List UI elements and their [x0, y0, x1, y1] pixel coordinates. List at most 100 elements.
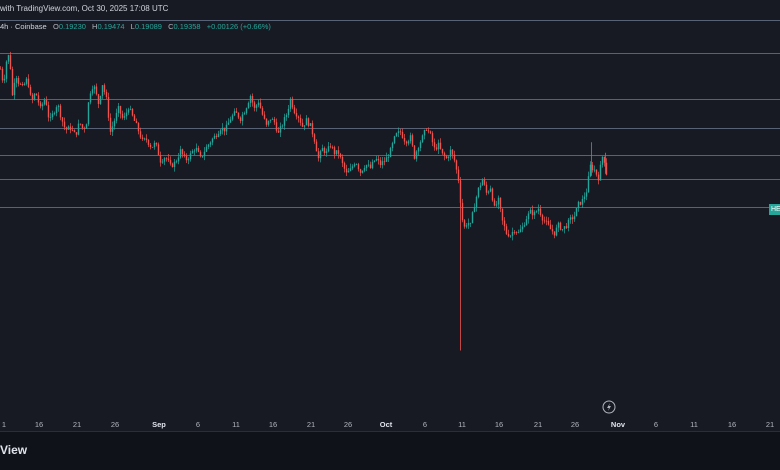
candle-body-80: [159, 155, 162, 163]
candle-body-20: [39, 102, 42, 107]
candle-body-69: [137, 123, 140, 132]
candle-body-112: [223, 127, 226, 132]
candle-body-255: [509, 235, 512, 237]
candle-body-233: [465, 225, 468, 227]
candle-body-123: [245, 108, 248, 114]
candle-body-282: [563, 226, 566, 230]
candle-body-124: [247, 103, 250, 109]
candle-body-292: [583, 196, 586, 200]
candle-body-287: [573, 216, 576, 220]
candle-body-65: [129, 108, 132, 110]
price-chart[interactable]: 1 16 21 26 Sep 6 11 16 21 26 Oct 6 11 16 21 26 Nov 6 11 16 2…: [0, 0, 780, 432]
candle-body-171: [341, 157, 344, 164]
candle-body-277: [553, 231, 556, 236]
x-tick-label-5: Sep: [152, 420, 166, 429]
candle-body-58: [115, 112, 118, 121]
candle-body-115: [229, 119, 232, 123]
candle-body-178: [355, 164, 358, 166]
candle-body-182: [363, 168, 366, 171]
extreme-wicks: [460, 142, 606, 351]
candle-body-42: [83, 128, 86, 129]
candle-body-283: [565, 226, 568, 228]
candle-body-7: [13, 82, 16, 96]
candle-body-125: [249, 96, 252, 104]
candle-body-220: [439, 142, 442, 149]
candle-body-300: [599, 164, 602, 181]
candle-body-70: [139, 131, 142, 138]
candle-body-227: [453, 154, 456, 161]
change-value: +0.00126 (+0.66%): [206, 22, 271, 31]
candle-body-2: [3, 78, 6, 81]
candle-body-194: [387, 157, 390, 158]
candle-body-27: [53, 113, 56, 114]
candle-body-294: [587, 176, 590, 193]
x-tick-label-18: 6: [654, 420, 658, 429]
candle-body-213: [425, 130, 428, 131]
candle-body-88: [175, 161, 178, 163]
candle-body-160: [319, 151, 322, 159]
candle-body-205: [409, 135, 412, 142]
candle-body-71: [141, 137, 144, 140]
candle-body-54: [107, 96, 110, 118]
x-tick-label-15: 21: [534, 420, 542, 429]
candle-body-297: [593, 169, 596, 171]
candle-body-286: [571, 217, 574, 220]
candle-body-258: [515, 232, 518, 233]
chart-published-note: with TradingView.com, Oct 30, 2025 17:08…: [0, 4, 168, 13]
candle-body-30: [59, 105, 62, 118]
candle-body-44: [87, 102, 90, 125]
candle-body-214: [427, 130, 430, 132]
close-label: C: [168, 22, 174, 31]
candle-body-111: [221, 127, 224, 131]
candle-body-19: [37, 95, 40, 103]
candle-body-86: [171, 163, 174, 168]
candle-body-207: [413, 145, 416, 159]
price-tag-label: HE: [771, 206, 780, 213]
lightning-icon[interactable]: [602, 400, 616, 414]
candle-body-76: [151, 146, 154, 148]
candle-body-245: [489, 188, 492, 192]
candle-body-61: [121, 113, 124, 118]
candle-body-122: [243, 113, 246, 115]
candle-body-140: [279, 126, 282, 133]
x-tick-label-13: 11: [458, 420, 466, 429]
candle-body-155: [309, 123, 312, 126]
candle-body-168: [335, 150, 338, 155]
candle-body-40: [79, 123, 82, 125]
candle-body-129: [257, 102, 260, 106]
candle-body-203: [405, 141, 408, 144]
candle-body-225: [449, 149, 452, 157]
candle-body-110: [219, 130, 222, 134]
candle-body-148: [295, 113, 298, 117]
high-label: H: [92, 22, 98, 31]
candle-body-126: [251, 96, 254, 103]
candle-body-128: [255, 105, 258, 108]
candle-body-163: [325, 151, 328, 154]
candle-body-90: [179, 149, 182, 158]
horizontal-levels: [0, 20, 780, 208]
candle-body-223: [445, 156, 448, 159]
candle-body-10: [19, 83, 22, 85]
candle-body-151: [301, 122, 304, 127]
candle-body-47: [93, 86, 96, 90]
candle-body-144: [287, 108, 290, 116]
candle-body-154: [307, 118, 310, 126]
candle-body-11: [21, 84, 24, 86]
candle-body-159: [317, 151, 320, 159]
candle-body-104: [207, 144, 210, 147]
x-tick-label-10: 26: [344, 420, 352, 429]
candle-body-248: [495, 204, 498, 206]
candle-body-235: [469, 222, 472, 224]
candle-body-46: [91, 89, 94, 94]
candle-body-191: [381, 161, 384, 166]
candle-body-139: [277, 130, 280, 133]
candle-body-91: [181, 149, 184, 155]
candle-body-36: [71, 129, 74, 131]
candle-body-107: [213, 135, 216, 139]
candle-body-202: [403, 137, 406, 142]
x-tick-label-12: 6: [423, 420, 427, 429]
candle-body-99: [197, 147, 200, 152]
candle-body-55: [109, 117, 112, 132]
candle-body-37: [73, 130, 76, 133]
x-tick-label-21: 21: [766, 420, 774, 429]
